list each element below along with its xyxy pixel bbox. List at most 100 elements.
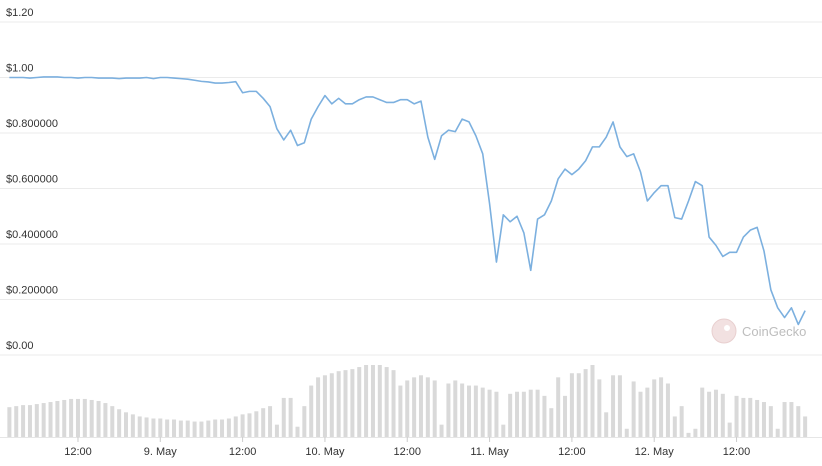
volume-bar	[453, 380, 458, 437]
volume-bar	[206, 420, 211, 437]
volume-bar	[412, 377, 417, 437]
volume-bar	[761, 402, 766, 437]
volume-bar	[254, 411, 259, 437]
volume-bar	[158, 418, 163, 437]
volume-bar	[220, 419, 225, 437]
volume-bar	[679, 406, 684, 437]
volume-bar	[7, 407, 12, 437]
volume-bar	[549, 408, 554, 437]
volume-bar	[631, 381, 636, 437]
volume-bar	[796, 406, 801, 437]
volume-bar	[665, 383, 670, 437]
volume-bar	[768, 406, 773, 437]
volume-bar	[515, 391, 520, 437]
price-line	[9, 76, 806, 326]
volume-bar	[117, 409, 122, 437]
volume-bar	[370, 365, 375, 437]
volume-bar	[425, 377, 430, 437]
volume-bar	[41, 403, 46, 437]
volume-bar	[151, 418, 156, 437]
volume-bar	[123, 412, 128, 437]
y-tick-label: $0.200000	[6, 285, 58, 297]
volume-bar	[96, 401, 101, 437]
volume-bar	[487, 389, 492, 437]
volume-bar	[693, 428, 698, 437]
volume-bar	[192, 421, 197, 437]
volume-bar	[569, 373, 574, 437]
volume-bar	[110, 406, 115, 437]
volume-bar	[727, 422, 732, 437]
y-tick-label: $0.800000	[6, 118, 58, 130]
volume-bar	[261, 408, 266, 437]
volume-bar	[316, 377, 321, 437]
volume-bar	[775, 428, 780, 437]
volume-bar	[473, 385, 478, 437]
volume-bar	[645, 387, 650, 437]
volume-bar	[82, 398, 87, 437]
watermark: CoinGecko	[711, 318, 806, 344]
volume-bar	[137, 416, 142, 437]
volume-bar	[62, 399, 67, 437]
volume-bar	[103, 403, 108, 437]
volume-bar	[34, 404, 39, 437]
volume-bar	[418, 375, 423, 437]
volume-bar	[789, 402, 794, 437]
volume-bar	[521, 391, 526, 437]
volume-bar	[590, 365, 595, 437]
volume-bar	[391, 370, 396, 437]
volume-bar	[542, 395, 547, 437]
volume-bar	[144, 417, 149, 437]
volume-bar	[329, 373, 334, 437]
volume-bar	[446, 383, 451, 437]
y-tick-label: $1.20	[6, 7, 34, 19]
volume-bar	[782, 402, 787, 437]
volume-bar	[343, 370, 348, 437]
volume-bar	[535, 389, 540, 437]
volume-bar	[480, 387, 485, 437]
y-tick-label: $0.600000	[6, 174, 58, 186]
watermark-logo-eye	[724, 325, 730, 331]
volume-bar	[357, 367, 362, 437]
volume-bar	[398, 385, 403, 437]
volume-bar	[597, 379, 602, 437]
volume-bar	[405, 380, 410, 437]
volume-bar	[21, 405, 26, 437]
volume-bar	[247, 413, 252, 437]
y-tick-label: $0.00	[6, 340, 34, 352]
volume-bar	[69, 398, 74, 437]
x-tick-label: 9. May	[144, 446, 178, 458]
volume-bar	[89, 399, 94, 437]
volume-bar	[322, 375, 327, 437]
volume-bar	[741, 397, 746, 437]
volume-bar	[377, 365, 382, 437]
volume-bar	[686, 432, 691, 437]
volume-bar	[226, 418, 231, 437]
watermark-text: CoinGecko	[742, 324, 806, 339]
volume-bar	[27, 405, 32, 437]
y-tick-label: $1.00	[6, 63, 34, 75]
volume-bar	[233, 416, 238, 437]
volume-bar	[213, 419, 218, 437]
volume-bar	[281, 397, 286, 437]
volume-bar	[439, 424, 444, 437]
volume-bar	[576, 373, 581, 437]
volume-bar	[583, 369, 588, 437]
volume-bar	[563, 395, 568, 437]
volume-bar	[501, 424, 506, 437]
volume-bar	[384, 367, 389, 437]
volume-bar	[55, 401, 60, 437]
volume-bar	[240, 414, 245, 437]
volume-bar	[617, 375, 622, 437]
y-tick-label: $0.400000	[6, 229, 58, 241]
volume-bar	[466, 385, 471, 437]
volume-bar	[700, 387, 705, 437]
volume-bar	[672, 416, 677, 437]
volume-bar	[14, 406, 19, 437]
volume-bar	[295, 426, 300, 437]
volume-bar	[364, 365, 369, 437]
volume-bar	[624, 428, 629, 437]
volume-bar	[268, 406, 273, 437]
x-tick-label: 12:00	[229, 446, 257, 458]
x-tick-label: 12:00	[723, 446, 751, 458]
